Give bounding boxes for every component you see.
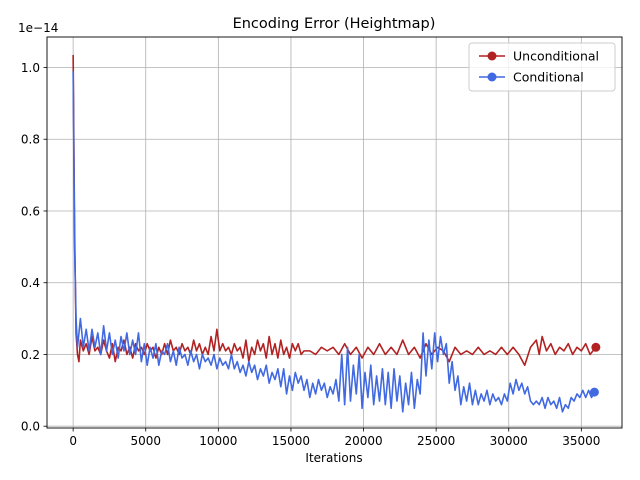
x-tick-label: 30000 xyxy=(490,434,528,448)
x-axis-label: Iterations xyxy=(305,451,362,465)
y-offset-text: 1e−14 xyxy=(18,21,58,35)
y-tick-label: 0.4 xyxy=(21,276,40,290)
x-tick-label: 5000 xyxy=(130,434,161,448)
legend-box xyxy=(468,42,616,92)
x-tick-label: 25000 xyxy=(417,434,455,448)
x-axis: 0 5000 10000 15000 20000 25000 30000 35000 xyxy=(69,428,600,448)
x-tick-label: 15000 xyxy=(272,434,310,448)
x-tick-label: 35000 xyxy=(562,434,600,448)
x-tick-label: 0 xyxy=(69,434,77,448)
legend-label-conditional: Conditional xyxy=(513,70,584,85)
series-line-conditional xyxy=(72,71,596,413)
y-tick-label: 0.8 xyxy=(21,133,40,147)
series-end-marker-unconditional xyxy=(591,342,601,352)
series-end-marker-conditional xyxy=(589,387,599,397)
legend: Unconditional Conditional xyxy=(468,42,616,92)
y-tick-label: 0.2 xyxy=(21,348,40,362)
y-tick-label: 0.6 xyxy=(21,204,40,218)
legend-marker-unconditional xyxy=(487,51,497,61)
y-axis: 0.0 0.2 0.4 0.6 0.8 1.0 xyxy=(21,61,47,434)
legend-label-unconditional: Unconditional xyxy=(513,49,599,64)
series-line-unconditional xyxy=(72,54,597,367)
y-tick-label: 0.0 xyxy=(21,420,40,434)
grid-lines xyxy=(47,37,622,428)
legend-marker-conditional xyxy=(487,72,497,82)
chart-title: Encoding Error (Heightmap) xyxy=(233,16,436,32)
y-tick-label: 1.0 xyxy=(21,61,40,75)
x-tick-label: 20000 xyxy=(344,434,382,448)
x-tick-label: 10000 xyxy=(199,434,237,448)
plot-frame xyxy=(46,36,623,429)
series-layer xyxy=(72,54,601,413)
